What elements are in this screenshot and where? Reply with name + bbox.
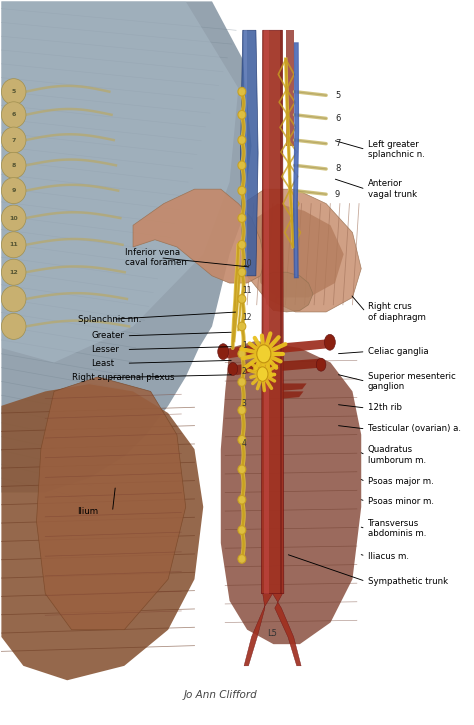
Bar bbox=[280, 30, 283, 594]
Text: 11: 11 bbox=[9, 242, 18, 247]
Ellipse shape bbox=[238, 87, 246, 96]
Ellipse shape bbox=[238, 186, 246, 195]
Ellipse shape bbox=[1, 260, 26, 285]
Ellipse shape bbox=[1, 152, 26, 178]
Polygon shape bbox=[36, 377, 186, 630]
Polygon shape bbox=[240, 30, 258, 276]
Polygon shape bbox=[283, 384, 307, 391]
Text: 5: 5 bbox=[11, 89, 16, 94]
Bar bbox=[286, 30, 294, 146]
Polygon shape bbox=[244, 594, 273, 666]
Text: 4: 4 bbox=[242, 439, 247, 448]
Ellipse shape bbox=[324, 334, 335, 350]
Ellipse shape bbox=[257, 345, 271, 362]
Text: 2: 2 bbox=[242, 368, 246, 376]
Ellipse shape bbox=[238, 214, 246, 223]
Ellipse shape bbox=[238, 241, 246, 249]
Polygon shape bbox=[256, 204, 344, 297]
Text: Psoas major m.: Psoas major m. bbox=[368, 477, 434, 486]
Text: Inferior vena
caval foramen: Inferior vena caval foramen bbox=[125, 248, 187, 268]
Ellipse shape bbox=[1, 102, 26, 128]
Text: Superior mesenteric
ganglion: Superior mesenteric ganglion bbox=[368, 372, 456, 391]
Ellipse shape bbox=[316, 358, 326, 371]
Text: Splanchnic nn.: Splanchnic nn. bbox=[78, 315, 142, 323]
Polygon shape bbox=[221, 341, 361, 645]
Ellipse shape bbox=[218, 344, 229, 360]
Text: 5: 5 bbox=[335, 91, 340, 100]
Ellipse shape bbox=[238, 495, 246, 504]
Ellipse shape bbox=[1, 286, 26, 312]
Ellipse shape bbox=[1, 79, 26, 104]
Text: 12th rib: 12th rib bbox=[368, 404, 402, 413]
Polygon shape bbox=[283, 339, 331, 353]
Text: Lesser: Lesser bbox=[91, 345, 119, 354]
Ellipse shape bbox=[228, 362, 237, 376]
Ellipse shape bbox=[1, 178, 26, 204]
Bar bbox=[244, 30, 247, 276]
Text: L5: L5 bbox=[267, 629, 277, 638]
Ellipse shape bbox=[238, 349, 246, 358]
Text: 7: 7 bbox=[11, 138, 16, 143]
Bar bbox=[264, 30, 269, 594]
Text: 8: 8 bbox=[11, 163, 16, 167]
Text: Greater: Greater bbox=[91, 331, 124, 340]
Ellipse shape bbox=[257, 367, 268, 381]
Ellipse shape bbox=[238, 526, 246, 534]
Text: 3: 3 bbox=[242, 399, 247, 408]
Ellipse shape bbox=[238, 406, 246, 415]
Ellipse shape bbox=[238, 161, 246, 170]
Ellipse shape bbox=[1, 232, 26, 258]
Polygon shape bbox=[273, 594, 301, 666]
Text: 10: 10 bbox=[242, 259, 252, 268]
Text: Quadratus
lumborum m.: Quadratus lumborum m. bbox=[368, 445, 426, 465]
Text: 9: 9 bbox=[11, 188, 16, 193]
Ellipse shape bbox=[1, 127, 26, 153]
Text: 1: 1 bbox=[242, 341, 246, 349]
Text: Ilium: Ilium bbox=[77, 507, 99, 516]
Polygon shape bbox=[264, 272, 313, 312]
Text: Sympathetic trunk: Sympathetic trunk bbox=[368, 577, 448, 586]
Ellipse shape bbox=[238, 465, 246, 473]
Polygon shape bbox=[232, 362, 263, 375]
Polygon shape bbox=[283, 392, 303, 399]
Text: 6: 6 bbox=[335, 114, 340, 123]
Ellipse shape bbox=[238, 555, 246, 563]
Text: 8: 8 bbox=[335, 165, 340, 173]
Text: 9: 9 bbox=[335, 190, 340, 199]
Text: Iliacus m.: Iliacus m. bbox=[368, 552, 409, 560]
Ellipse shape bbox=[238, 294, 246, 303]
Text: Right crus
of diaphragm: Right crus of diaphragm bbox=[368, 302, 426, 322]
Text: Testicular (ovarian) a.: Testicular (ovarian) a. bbox=[368, 424, 461, 434]
Text: 12: 12 bbox=[9, 270, 18, 275]
Text: Anterior
vagal trunk: Anterior vagal trunk bbox=[368, 180, 417, 199]
Polygon shape bbox=[1, 1, 252, 492]
Ellipse shape bbox=[238, 136, 246, 144]
Ellipse shape bbox=[238, 268, 246, 276]
Polygon shape bbox=[133, 189, 264, 283]
Text: Least: Least bbox=[91, 359, 115, 368]
Ellipse shape bbox=[238, 436, 246, 444]
Ellipse shape bbox=[238, 378, 246, 386]
Text: 7: 7 bbox=[335, 139, 340, 148]
Text: Jo Ann Clifford: Jo Ann Clifford bbox=[184, 689, 258, 700]
Text: 12: 12 bbox=[242, 313, 251, 322]
Text: 6: 6 bbox=[11, 112, 16, 117]
Text: 10: 10 bbox=[9, 215, 18, 220]
Polygon shape bbox=[223, 344, 263, 359]
Ellipse shape bbox=[1, 205, 26, 231]
Text: Celiac ganglia: Celiac ganglia bbox=[368, 347, 428, 356]
Polygon shape bbox=[261, 30, 284, 594]
Ellipse shape bbox=[1, 313, 26, 339]
Polygon shape bbox=[283, 359, 322, 370]
Ellipse shape bbox=[238, 110, 246, 119]
Polygon shape bbox=[243, 189, 361, 312]
Polygon shape bbox=[1, 384, 203, 680]
Text: 11: 11 bbox=[242, 286, 251, 295]
Text: Left greater
splanchnic n.: Left greater splanchnic n. bbox=[368, 140, 425, 160]
Text: Right suprarenal plexus: Right suprarenal plexus bbox=[72, 373, 174, 382]
Text: Transversus
abdominis m.: Transversus abdominis m. bbox=[368, 519, 426, 538]
Polygon shape bbox=[1, 1, 238, 362]
Ellipse shape bbox=[238, 322, 246, 331]
Text: Psoas minor m.: Psoas minor m. bbox=[368, 497, 434, 505]
